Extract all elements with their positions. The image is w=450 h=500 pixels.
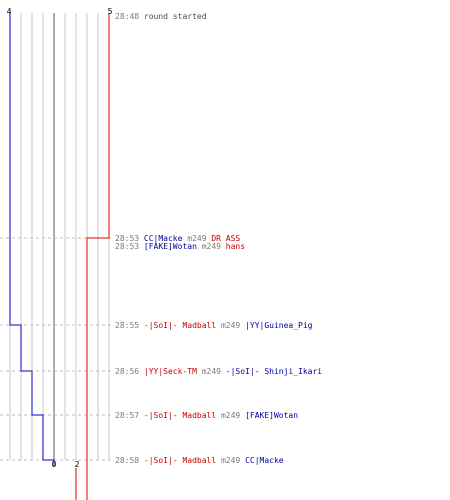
red-team-line — [75, 14, 110, 500]
player-name: CC|Macke — [245, 456, 284, 465]
weapon-label: m249 — [196, 242, 226, 251]
event-time: 28:55 — [115, 321, 144, 330]
player-name: -|SoI|- Madball — [143, 321, 217, 330]
player-name: -|SoI|- Madball — [143, 456, 217, 465]
event-time: 28:56 — [115, 367, 144, 376]
event-guide-lines — [0, 237, 112, 461]
event-row: 28:53 CC|Macke m249 DR ASS — [115, 234, 240, 243]
weapon-label: m249 — [216, 321, 246, 330]
weapon-label: m249 — [216, 456, 246, 465]
blue-team-line — [9, 10, 55, 466]
player-name: CC|Macke — [143, 234, 183, 243]
blue-team-bottom-score: 0 — [52, 460, 57, 469]
event-time: 28:48 — [115, 12, 144, 21]
player-name: -|SoI|- Madball — [143, 411, 217, 420]
event-row: 28:57 -|SoI|- Madball m249 [FAKE]Wotan — [115, 411, 298, 420]
player-name: |YY|Guinea_Pig — [245, 321, 313, 330]
event-row: 28:58 -|SoI|- Madball m249 CC|Macke — [115, 456, 284, 465]
weapon-label: m249 — [182, 234, 212, 243]
event-row: 28:48 round started — [115, 12, 207, 21]
red-team-top-score: 5 — [108, 7, 113, 16]
player-name: [FAKE]Wotan — [143, 242, 197, 251]
grid-lines — [9, 13, 110, 460]
event-time: 28:53 — [115, 242, 144, 251]
event-row: 28:56 |YY|Seck-TM m249 -|SoI|- Shinji_Ik… — [115, 367, 322, 376]
red-team-bottom-score: 2 — [75, 460, 80, 469]
weapon-label: m249 — [196, 367, 226, 376]
event-row: 28:55 -|SoI|- Madball m249 |YY|Guinea_Pi… — [115, 321, 313, 330]
blue-team-top-score: 4 — [7, 7, 12, 16]
player-name: hans — [225, 242, 246, 251]
event-time: 28:57 — [115, 411, 144, 420]
event-row: 28:53 [FAKE]Wotan m249 hans — [115, 242, 245, 251]
player-name: [FAKE]Wotan — [245, 411, 299, 420]
player-name: |YY|Seck-TM — [143, 367, 197, 376]
event-time: 28:53 — [115, 234, 144, 243]
weapon-label: m249 — [216, 411, 246, 420]
player-name: DR ASS — [211, 234, 241, 243]
player-name: -|SoI|- Shinji_Ikari — [225, 367, 323, 376]
event-message: round started — [143, 12, 207, 21]
event-time: 28:58 — [115, 456, 144, 465]
